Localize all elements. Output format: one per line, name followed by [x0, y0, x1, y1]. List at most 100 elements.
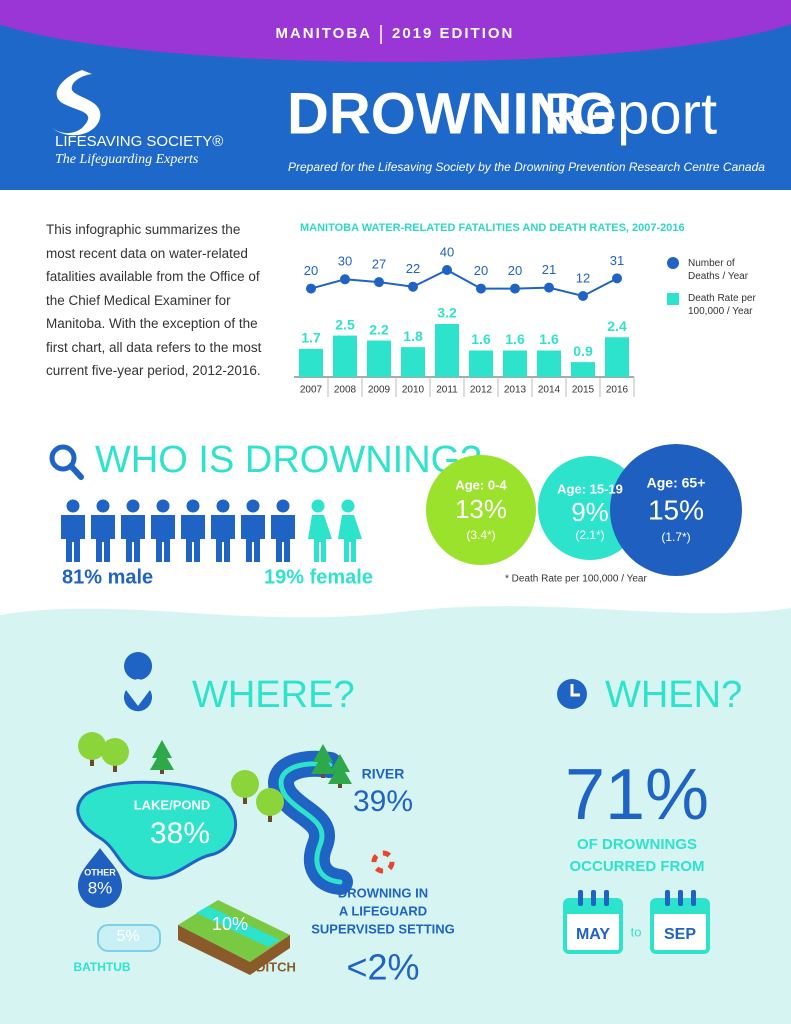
bar — [503, 350, 527, 377]
intro-text: This infographic summarizes the most rec… — [46, 222, 262, 378]
ditch — [178, 925, 290, 975]
calendar — [563, 890, 623, 954]
point — [374, 277, 384, 288]
point — [340, 274, 350, 285]
supervised-label: A LIFEGUARD — [339, 903, 427, 918]
value-label: 21 — [542, 262, 556, 277]
age-circle — [610, 444, 742, 576]
location-label: DITCH — [256, 959, 296, 974]
female-share: 19% female — [264, 566, 373, 588]
location-percent: 39% — [353, 785, 413, 818]
value-label: 1.6 — [505, 331, 525, 347]
location-label: BATHTUB — [73, 960, 130, 974]
value-label: 31 — [610, 253, 624, 268]
point — [578, 291, 588, 301]
when-caption: OF DROWNINGS — [577, 836, 697, 853]
edition: 2019 EDITION — [392, 25, 514, 42]
legend-marker — [667, 257, 679, 269]
value-label: 2.4 — [607, 318, 627, 334]
value-label: 20 — [304, 263, 318, 278]
edition-banner — [0, 0, 791, 62]
x-tick-label: 2014 — [538, 385, 561, 396]
bar — [435, 324, 459, 377]
logo-tagline: The Lifeguarding Experts — [55, 152, 199, 167]
value-label: 3.2 — [437, 305, 457, 321]
value-label: 1.7 — [301, 330, 321, 346]
footnote: * Death Rate per 100,000 / Year — [505, 574, 647, 585]
month-connector: to — [631, 924, 642, 939]
value-label: 0.9 — [573, 343, 593, 359]
pin-icon — [133, 679, 143, 689]
value-label: 1.6 — [539, 331, 559, 347]
chart-title: MANITOBA WATER-RELATED FATALITIES AND DE… — [300, 222, 685, 234]
calendar — [650, 890, 710, 954]
point — [612, 273, 622, 284]
subtitle: Prepared for the Lifesaving Society by t… — [288, 160, 765, 174]
when-caption: OCCURRED FROM — [570, 858, 705, 875]
location-percent: 10% — [212, 914, 248, 934]
age-label: Age: 65+ — [647, 475, 706, 491]
age-circle — [426, 455, 536, 565]
location-percent: 8% — [88, 878, 113, 897]
bar — [299, 348, 323, 377]
line — [310, 268, 618, 298]
age-label: Age: 0-4 — [455, 477, 507, 492]
point — [544, 282, 554, 293]
supervised-percent: <2% — [346, 947, 419, 988]
chart: 2007 2008 2009 2010 2011 2012 2013 2014 2015 2016… — [294, 244, 635, 397]
age-percent: 13% — [455, 494, 507, 524]
bar — [401, 347, 425, 377]
female-figures — [308, 499, 362, 562]
bathtub — [97, 924, 161, 952]
value-label: 12 — [576, 270, 590, 285]
location-label: RIVER — [362, 766, 405, 782]
month-to: SEP — [664, 926, 696, 943]
x-tick-label: 2010 — [402, 385, 425, 396]
title: DROWNING — [287, 81, 616, 146]
age-label: Age: 15-19 — [557, 481, 623, 496]
bar — [605, 337, 629, 377]
logo-mark — [50, 70, 101, 136]
section-title: WHERE? — [192, 674, 355, 716]
age-labels: Age: 0-4 13% (3.4*) Age: 15-19 9% (2.1*)… — [455, 475, 705, 544]
bar — [537, 350, 561, 377]
logo-name: LIFESAVING SOCIETY® — [55, 133, 223, 150]
legend-entry: Death Rate per 100,000 / Year — [688, 293, 756, 317]
search-icon — [49, 444, 77, 472]
value-label: 22 — [406, 261, 420, 276]
x-tick-label: 2015 — [572, 385, 595, 396]
supervised-label: DROWNING IN — [338, 885, 428, 900]
lake — [76, 780, 238, 880]
bar — [367, 340, 391, 377]
location-label: LAKE/POND — [134, 797, 211, 812]
search-icon — [68, 463, 84, 480]
legend-marker — [667, 293, 679, 305]
x-tick-label: 2011 — [436, 385, 458, 396]
location-percent: 5% — [116, 928, 139, 945]
value-label: 27 — [372, 257, 386, 272]
age-rate: (2.1*) — [575, 528, 604, 542]
value-label: 20 — [508, 263, 522, 278]
point — [510, 283, 520, 294]
age-rate: (3.4*) — [466, 528, 495, 542]
value-label: 30 — [338, 254, 352, 269]
value-label: 20 — [474, 263, 488, 278]
title-suffix: Report — [543, 81, 717, 146]
age-rate: (1.7*) — [661, 530, 690, 544]
age-percent: 9% — [571, 497, 609, 527]
location-label: OTHER — [84, 867, 116, 877]
male-share: 81% male — [62, 566, 153, 588]
when-percent: 71% — [565, 755, 709, 835]
region: MANITOBA — [275, 25, 372, 42]
point — [442, 265, 452, 275]
age-percent: 15% — [648, 494, 704, 525]
value-label: 1.6 — [471, 331, 491, 347]
ditch-water — [196, 906, 280, 947]
x-tick-label: 2008 — [334, 385, 357, 396]
x-tick-label: 2013 — [504, 385, 527, 396]
value-label: 2.2 — [369, 321, 389, 337]
value-label: 40 — [440, 244, 454, 259]
x-tick-label: 2016 — [606, 385, 629, 396]
